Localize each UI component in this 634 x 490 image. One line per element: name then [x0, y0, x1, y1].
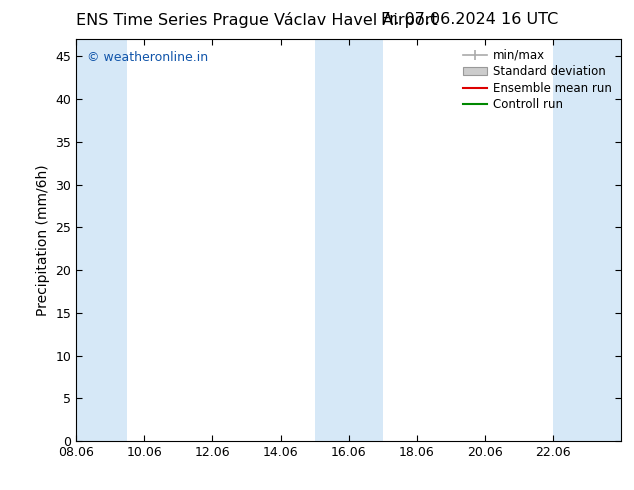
Bar	[553, 39, 621, 441]
Text: ENS Time Series Prague Václav Havel Airport: ENS Time Series Prague Václav Havel Airp…	[76, 12, 437, 28]
Bar	[314, 39, 383, 441]
Legend: min/max, Standard deviation, Ensemble mean run, Controll run: min/max, Standard deviation, Ensemble me…	[460, 45, 616, 115]
Bar	[76, 39, 127, 441]
Y-axis label: Precipitation (mm/6h): Precipitation (mm/6h)	[36, 164, 50, 316]
Text: Fr. 07.06.2024 16 UTC: Fr. 07.06.2024 16 UTC	[380, 12, 558, 27]
Text: © weatheronline.in: © weatheronline.in	[87, 51, 208, 64]
